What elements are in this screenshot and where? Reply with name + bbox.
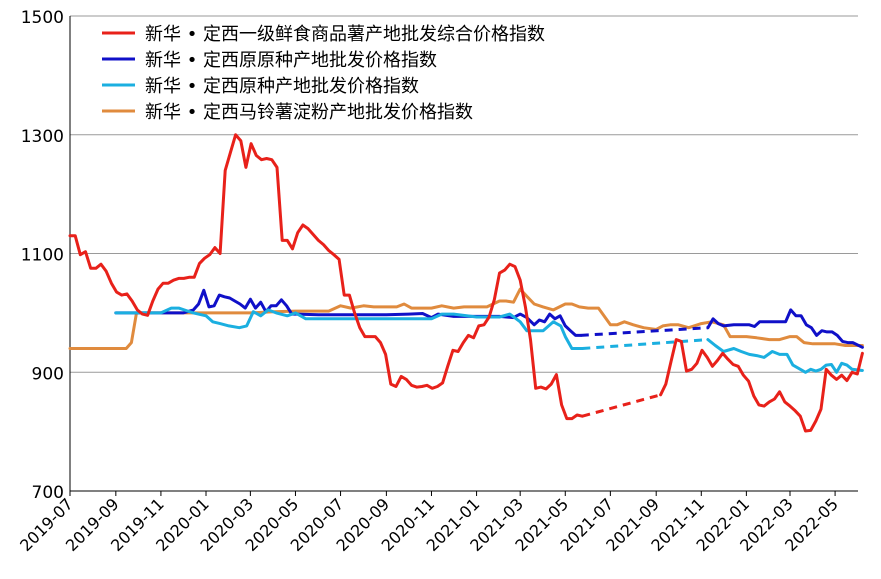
series-line-3-segment-3 xyxy=(706,338,864,374)
legend-label-1: 新华 • 定西一级鲜食商品薯产地批发综合价格指数 xyxy=(145,24,545,45)
y-tick-label: 1300 xyxy=(21,127,64,147)
series-line-1-segment-3 xyxy=(659,338,864,433)
series-line-1-segment-1 xyxy=(68,133,584,421)
y-tick-label: 700 xyxy=(32,483,64,503)
gridlines xyxy=(70,15,858,373)
legend-label-2: 新华 • 定西原原种产地批发价格指数 xyxy=(145,50,437,71)
legend-label-3: 新华 • 定西原种产地批发价格指数 xyxy=(145,76,419,97)
series-line-2-segment-1 xyxy=(114,288,583,337)
axes xyxy=(69,16,858,496)
series-line-1-segment-2 xyxy=(581,393,661,418)
legend-label-4: 新华 • 定西马铃薯淀粉产地批发价格指数 xyxy=(145,102,473,123)
y-tick-label: 1100 xyxy=(21,246,64,266)
series-lines xyxy=(68,133,864,433)
y-tick-label: 900 xyxy=(32,364,64,384)
y-tick-label: 1500 xyxy=(21,8,64,28)
y-axis-tick-labels: 700 900 1100 1300 1500 xyxy=(21,8,64,503)
series-line-3-segment-2 xyxy=(582,338,709,350)
series-line-2-segment-3 xyxy=(706,308,864,349)
series-line-2-segment-2 xyxy=(580,326,708,337)
x-axis-tick-labels: 2019-072019-092019-112020-012020-032020-… xyxy=(16,494,842,555)
